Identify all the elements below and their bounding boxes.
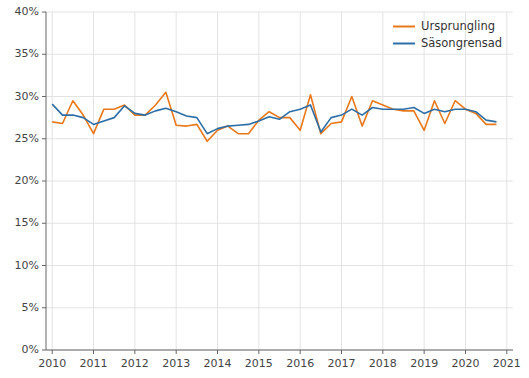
tick-label: 2012 [121,357,149,370]
grid-line [46,307,513,308]
tick-label: 20% [15,174,39,187]
series-line [52,104,496,134]
legend-label: Ursprungling [421,19,495,33]
legend-label: Säsongrensad [421,36,502,50]
tick-mark [134,350,135,354]
tick-label: 40% [15,5,39,18]
grid-line [217,12,218,350]
tick-mark [506,350,507,354]
grid-line [46,265,513,266]
tick-label: 35% [15,47,39,60]
x-axis-line [46,350,513,351]
tick-label: 2020 [451,357,479,370]
tick-mark [42,223,46,224]
tick-mark [42,265,46,266]
tick-label: 2021 [493,357,521,370]
tick-label: 2010 [38,357,66,370]
tick-label: 30% [15,90,39,103]
tick-label: 5% [22,301,39,314]
grid-line [176,12,177,350]
grid-line [46,12,513,13]
tick-mark [341,350,342,354]
grid-line [46,350,513,351]
tick-mark [42,181,46,182]
grid-line [46,54,513,55]
grid-line [46,181,513,182]
chart: 0% 5% 10% 15% 20% 25% 30% 35% 40% 2010 2011 2012 201… [0,0,529,378]
tick-mark [42,54,46,55]
tick-label: 25% [15,132,39,145]
legend-swatch [393,43,415,45]
grid-line [506,12,507,350]
legend-swatch [393,26,415,28]
tick-label: 2017 [327,357,355,370]
legend: Ursprungling Säsongrensad [393,19,502,50]
tick-mark [258,350,259,354]
tick-label: 2018 [369,357,397,370]
tick-mark [42,307,46,308]
grid-line [134,12,135,350]
series-line [52,92,496,141]
y-axis-line [46,12,47,350]
grid-line [424,12,425,350]
tick-label: 15% [15,216,39,229]
tick-label: 0% [22,343,39,356]
grid-line [52,12,53,350]
tick-mark [93,350,94,354]
grid-line [46,223,513,224]
tick-label: 2011 [80,357,108,370]
tick-mark [52,350,53,354]
tick-mark [42,350,46,351]
tick-mark [42,96,46,97]
tick-label: 2014 [204,357,232,370]
grid-line [382,12,383,350]
tick-label: 2013 [162,357,190,370]
tick-label: 10% [15,259,39,272]
grid-line [465,12,466,350]
tick-mark [465,350,466,354]
tick-label: 2016 [286,357,314,370]
grid [46,12,513,350]
plot-area [52,92,496,141]
tick-mark [42,138,46,139]
grid-line [46,138,513,139]
tick-mark [424,350,425,354]
tick-mark [217,350,218,354]
tick-mark [42,12,46,13]
tick-mark [382,350,383,354]
tick-mark [300,350,301,354]
tick-mark [176,350,177,354]
grid-line [341,12,342,350]
grid-line [300,12,301,350]
tick-label: 2015 [245,357,273,370]
grid-line [93,12,94,350]
grid-line [258,12,259,350]
axes: 0% 5% 10% 15% 20% 25% 30% 35% 40% 2010 2011 2012 201… [15,5,521,370]
tick-label: 2019 [410,357,438,370]
grid-line [46,96,513,97]
